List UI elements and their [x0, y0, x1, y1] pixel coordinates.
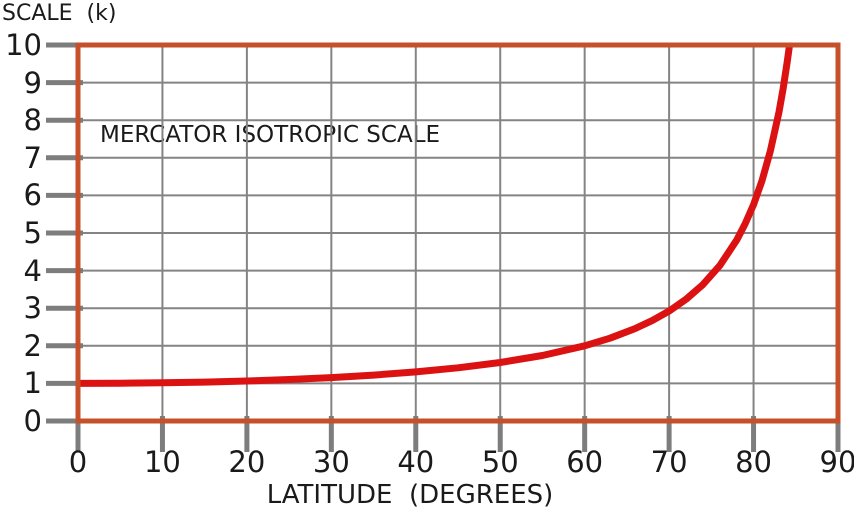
y-tick-label: 6 [23, 178, 42, 213]
x-tick-label: 50 [481, 445, 519, 479]
x-tick-label: 90 [819, 445, 854, 479]
data-curve [78, 45, 794, 387]
x-tick-label: 20 [228, 445, 266, 479]
y-tick-label: 1 [23, 366, 42, 401]
plot-frame [75, 42, 841, 424]
y-tick-label: 9 [23, 65, 42, 100]
y-tick-label: 7 [23, 140, 42, 175]
y-tick-label: 4 [23, 253, 42, 288]
y-tick-label: 10 [5, 28, 42, 62]
y-tick-label: 3 [23, 291, 42, 326]
x-tick-label: 70 [650, 445, 688, 479]
chart-title: MERCATOR ISOTROPIC SCALE [100, 122, 441, 148]
y-tick-label: 8 [23, 103, 42, 138]
x-tick-label: 80 [735, 445, 772, 479]
x-tick-label: 0 [68, 445, 88, 479]
y-axis-title: SCALE (k) [2, 1, 117, 26]
x-axis-title: LATITUDE (DEGREES) [266, 480, 554, 510]
x-tick-label: 40 [397, 445, 435, 479]
x-tick-label: 60 [566, 445, 604, 479]
x-tick-label: 10 [143, 445, 181, 479]
y-tick-label: 0 [23, 404, 42, 438]
x-tick-label: 30 [312, 445, 350, 479]
y-tick-label: 5 [23, 216, 42, 250]
y-tick-label: 2 [23, 328, 42, 363]
